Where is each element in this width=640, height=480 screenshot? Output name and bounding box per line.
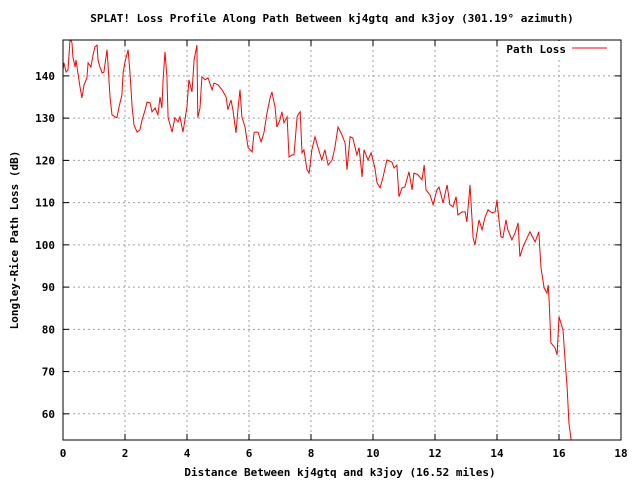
chart-title: SPLAT! Loss Profile Along Path Between k… [90,12,573,25]
x-tick-label: 16 [552,447,566,460]
x-tick-label: 8 [308,447,315,460]
x-tick-label: 14 [490,447,504,460]
y-axis-label: Longley-Rice Path Loss (dB) [8,151,21,330]
x-tick-labels: 0 2 4 6 8 10 12 14 16 18 [60,447,628,460]
y-tick-label: 60 [42,408,55,421]
legend-label: Path Loss [506,43,566,56]
x-tick-label: 10 [366,447,379,460]
y-tick-label: 130 [35,112,55,125]
x-tick-label: 6 [246,447,253,460]
x-tick-label: 2 [122,447,129,460]
y-tick-label: 100 [35,239,55,252]
x-tick-label: 4 [184,447,191,460]
y-tick-label: 120 [35,154,55,167]
plot-border [62,39,622,441]
y-tick-label: 70 [42,366,55,379]
path-loss-line [63,40,572,440]
x-axis-label: Distance Between kj4gtq and k3joy (16.52… [184,466,495,479]
y-tick-labels: 60 70 80 90 100 110 120 130 140 [35,70,55,421]
y-tick-label: 140 [35,70,55,83]
y-tick-label: 80 [42,323,55,336]
legend-background [498,41,620,57]
x-tick-label: 12 [428,447,441,460]
x-tick-label: 0 [60,447,67,460]
grid [63,40,621,440]
axis-ticks [62,40,622,440]
y-tick-label: 90 [42,281,55,294]
y-tick-label: 110 [35,197,55,210]
x-tick-label: 18 [614,447,627,460]
legend: Path Loss [498,41,620,57]
